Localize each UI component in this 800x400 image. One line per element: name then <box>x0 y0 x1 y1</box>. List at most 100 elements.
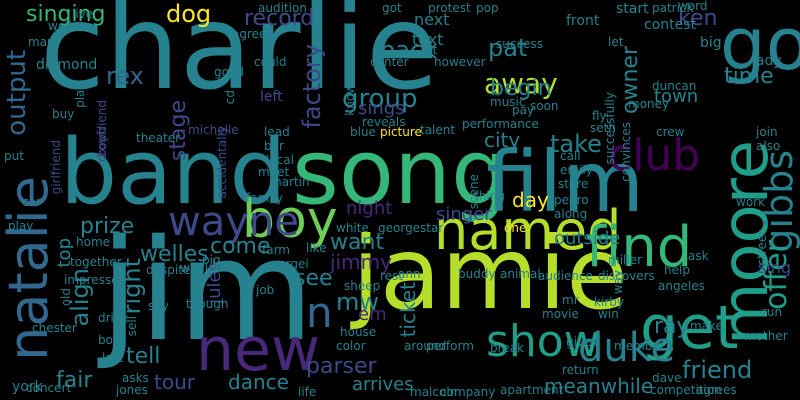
cloud-word: ray <box>654 314 690 339</box>
cloud-word: boy <box>242 190 338 250</box>
cloud-word: farm <box>262 243 290 257</box>
cloud-word: local <box>266 153 294 167</box>
cloud-word: singing <box>26 2 106 27</box>
cloud-word: mother <box>744 329 788 343</box>
cloud-word: fly <box>592 109 607 123</box>
cloud-word: named <box>434 199 622 262</box>
cloud-word: concert <box>26 381 72 395</box>
cloud-word: home <box>76 235 111 249</box>
cloud-word: pat <box>488 34 528 62</box>
cloud-word: house <box>340 325 377 339</box>
cloud-word: soon <box>530 99 559 113</box>
cloud-word: song <box>292 120 509 225</box>
cloud-word: start <box>616 1 649 17</box>
cloud-word: duncan <box>652 79 697 93</box>
cloud-word: success <box>496 37 543 51</box>
cloud-word: lot <box>422 43 438 57</box>
cloud-word: movie <box>542 307 579 321</box>
cloud-word: day <box>512 188 549 212</box>
cloud-word: back <box>380 36 438 64</box>
cloud-word: tour <box>154 370 195 394</box>
cloud-word: factory <box>298 44 326 129</box>
cloud-word: break <box>490 341 524 355</box>
cloud-word: away <box>484 67 558 100</box>
cloud-word: word <box>678 0 708 13</box>
cloud-word: plan <box>73 82 87 108</box>
cloud-word: rex <box>106 62 144 90</box>
cloud-word: angeles <box>658 279 705 293</box>
cloud-word: agrees <box>696 383 737 397</box>
cloud-word: club <box>608 130 701 181</box>
cloud-word: kirby <box>594 295 624 309</box>
cloud-word: got <box>382 1 402 15</box>
cloud-word: left <box>260 89 283 105</box>
cloud-word: protest <box>428 1 471 15</box>
cloud-word: sergei <box>272 257 309 271</box>
cloud-word: well <box>48 19 72 33</box>
cloud-word: sings <box>358 98 405 119</box>
cloud-word: pay <box>512 103 535 117</box>
cloud-word: big <box>700 35 722 51</box>
cloud-word: man <box>28 35 55 49</box>
cloud-word: ken <box>678 6 718 31</box>
cloud-word: picture <box>380 125 422 139</box>
cloud-word: like <box>306 241 327 255</box>
cloud-word: win <box>598 307 619 321</box>
cloud-word: singer <box>436 204 492 225</box>
cloud-word: sing <box>758 258 792 277</box>
cloud-word: bar <box>264 139 284 153</box>
cloud-word: store <box>558 177 589 191</box>
cloud-word: way <box>611 270 625 295</box>
cloud-word: malcolm <box>410 385 462 399</box>
cloud-word: reveals <box>362 115 406 129</box>
cloud-word: impressed <box>64 273 127 287</box>
cloud-word: martin <box>270 175 310 189</box>
cloud-word: family <box>246 191 284 205</box>
cloud-word: together <box>70 255 122 269</box>
cloud-word: city <box>484 128 521 152</box>
cloud-word: however <box>434 55 486 69</box>
cloud-word: ticket <box>396 282 420 338</box>
cloud-word: make <box>690 319 723 333</box>
cloud-word: car <box>22 195 41 209</box>
cloud-word: audition <box>258 1 307 15</box>
cloud-word: drive <box>98 311 129 325</box>
cloud-word: go <box>720 2 800 86</box>
cloud-word: jimmy <box>330 250 392 274</box>
cloud-word: apartment <box>500 383 564 397</box>
cloud-word: jones <box>116 383 148 397</box>
cloud-word: asks <box>122 371 149 385</box>
cloud-word: run <box>762 305 783 319</box>
cloud-word: cd <box>223 90 237 105</box>
cloud-word: take <box>550 130 602 158</box>
cloud-word: seth <box>590 121 616 135</box>
cloud-word: ask <box>688 249 709 263</box>
cloud-word: night <box>346 198 393 219</box>
cloud-word: give <box>566 335 592 349</box>
cloud-word: front <box>566 13 600 29</box>
cloud-word: dog <box>166 0 212 28</box>
cloud-word: fair <box>56 368 93 393</box>
cloud-word: mr <box>562 293 579 307</box>
cloud-word: pedro <box>554 193 589 207</box>
cloud-word: friend <box>682 356 753 384</box>
cloud-word: arrives <box>352 374 414 395</box>
cloud-word: scene <box>467 174 481 210</box>
cloud-word: let <box>608 35 624 49</box>
cloud-word: chester <box>32 321 77 335</box>
cloud-word: center <box>370 55 409 69</box>
cloud-word: crowd <box>95 126 109 163</box>
cloud-word: group <box>342 84 418 114</box>
cloud-word: patrick <box>652 1 694 15</box>
cloud-word: york <box>12 379 43 395</box>
cloud-word: wayne <box>168 199 299 245</box>
cloud-word: performance <box>462 117 539 131</box>
cloud-word: film <box>486 133 645 231</box>
cloud-word: charlie <box>40 0 439 116</box>
cloud-word: crew <box>656 125 685 139</box>
cloud-word: say <box>148 299 169 313</box>
cloud-word: buy <box>52 107 75 121</box>
cloud-word: girlfriend <box>49 140 63 195</box>
cloud-word: street <box>755 230 769 266</box>
cloud-word: sheep <box>344 279 381 293</box>
